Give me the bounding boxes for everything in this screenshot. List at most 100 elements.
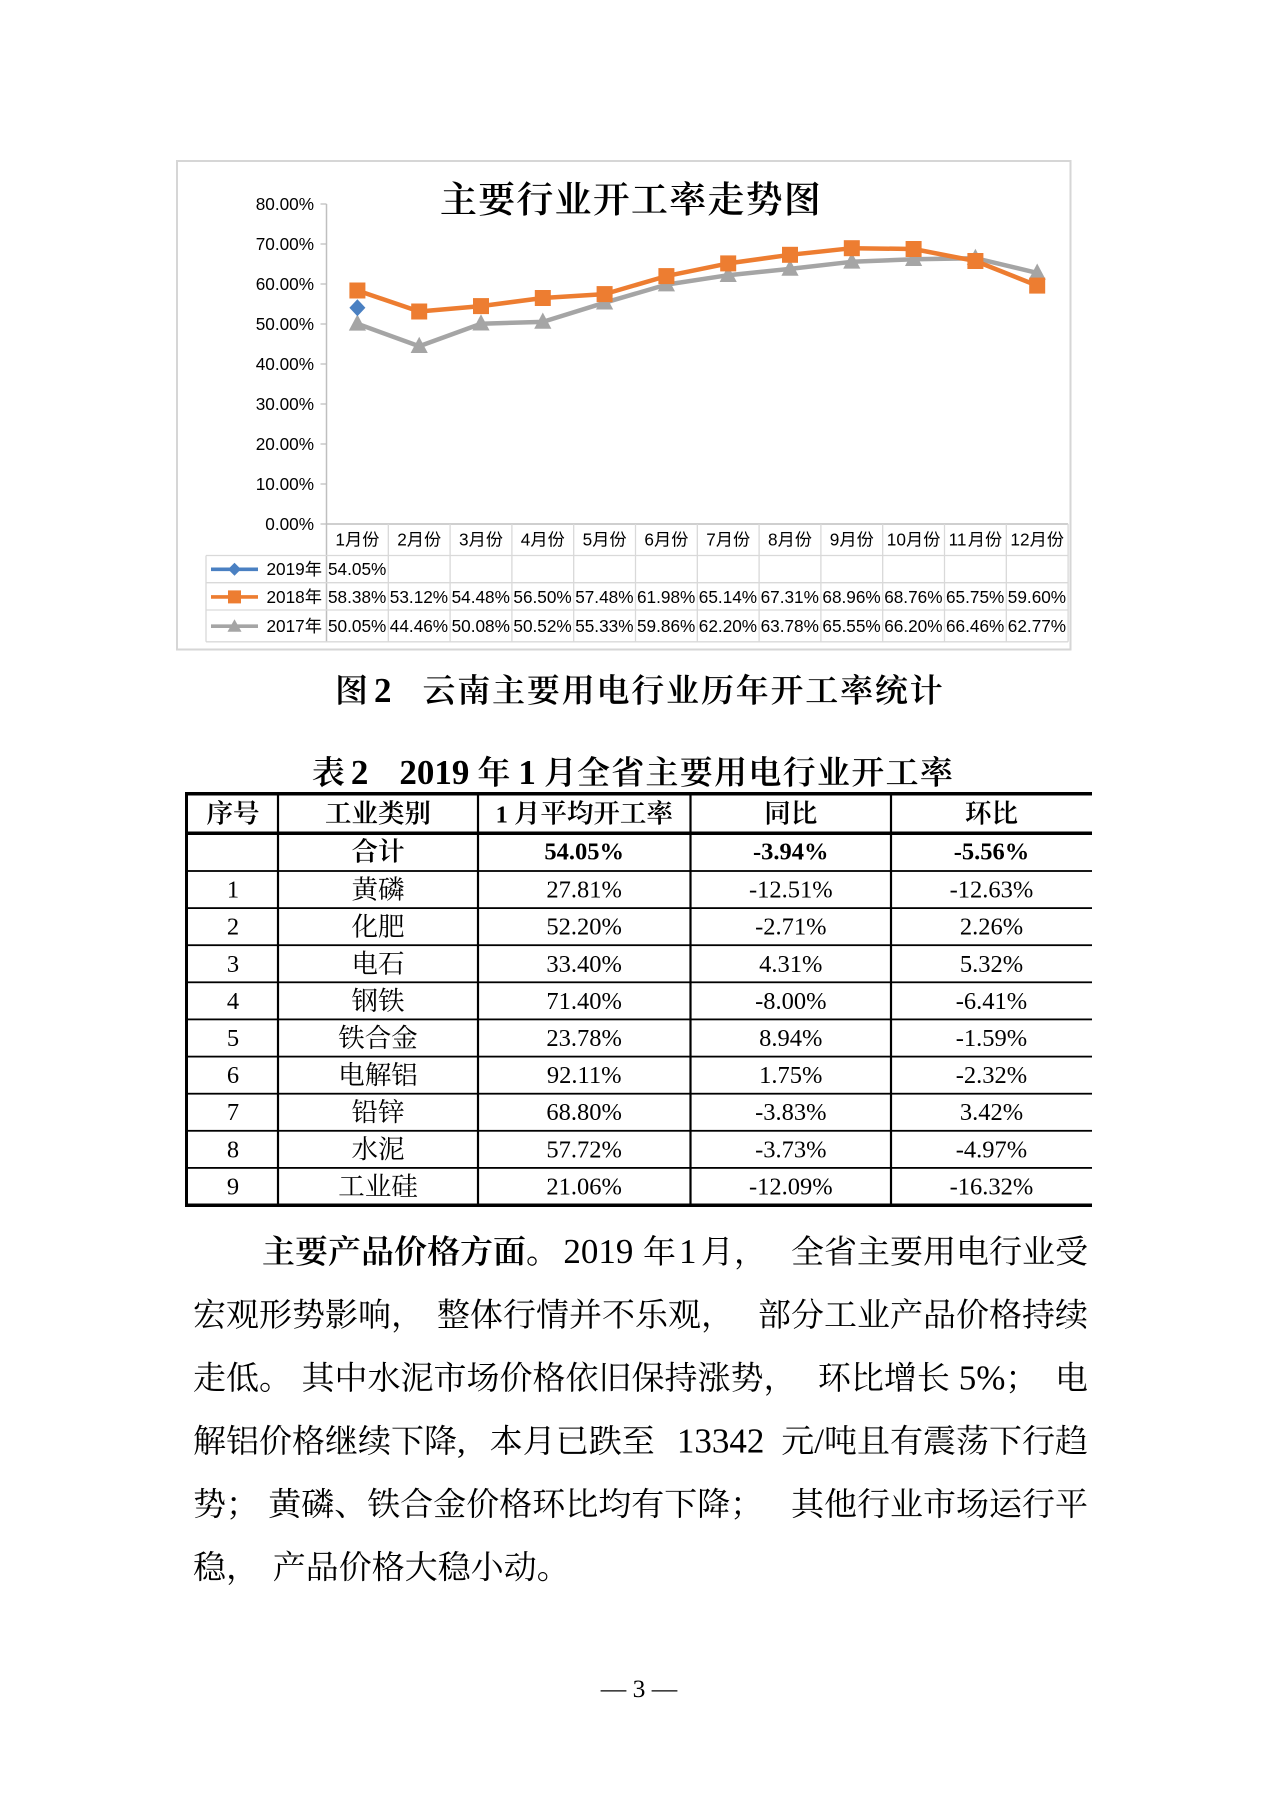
svg-text:3: 3 (459, 530, 469, 550)
svg-text:-12.09%: -12.09% (749, 1173, 833, 1200)
svg-text:50.08%: 50.08% (452, 616, 510, 636)
svg-text:60.00%: 60.00% (256, 274, 314, 294)
svg-text:5: 5 (583, 530, 593, 550)
svg-text:4.31%: 4.31% (759, 951, 822, 978)
svg-text:1: 1 (335, 530, 345, 550)
svg-text:2019: 2019 (267, 559, 305, 579)
svg-text:68.96%: 68.96% (822, 587, 880, 607)
svg-text:4: 4 (521, 530, 531, 550)
svg-text:2.26%: 2.26% (960, 914, 1023, 941)
svg-text:2: 2 (351, 753, 369, 792)
svg-text:58.38%: 58.38% (328, 587, 386, 607)
svg-text:-16.32%: -16.32% (950, 1173, 1034, 1200)
svg-text:6: 6 (644, 530, 654, 550)
svg-text:-2.32%: -2.32% (956, 1062, 1027, 1089)
svg-text:8: 8 (768, 530, 778, 550)
svg-text:2019: 2019 (563, 1232, 633, 1271)
svg-text:7: 7 (227, 1099, 239, 1126)
svg-text:10.00%: 10.00% (256, 474, 314, 494)
svg-text:61.98%: 61.98% (637, 587, 695, 607)
svg-text:70.00%: 70.00% (256, 234, 314, 254)
svg-text:5: 5 (227, 1025, 239, 1052)
svg-text:-2.71%: -2.71% (755, 914, 826, 941)
svg-text:-5.56%: -5.56% (954, 839, 1030, 866)
svg-text:92.11%: 92.11% (547, 1062, 622, 1089)
svg-text:-6.41%: -6.41% (956, 988, 1027, 1015)
svg-text:-1.59%: -1.59% (956, 1025, 1027, 1052)
svg-text:8: 8 (227, 1136, 239, 1163)
svg-text:1: 1 (679, 1232, 697, 1271)
svg-text:-12.63%: -12.63% (950, 877, 1034, 904)
svg-text:57.48%: 57.48% (575, 587, 633, 607)
svg-text:9: 9 (227, 1173, 239, 1200)
svg-text:62.77%: 62.77% (1008, 616, 1066, 636)
svg-text:2: 2 (397, 530, 407, 550)
svg-text:2017: 2017 (267, 616, 305, 636)
svg-text:55.33%: 55.33% (575, 616, 633, 636)
svg-text:68.76%: 68.76% (884, 587, 942, 607)
svg-text:27.81%: 27.81% (546, 877, 622, 904)
svg-text:52.20%: 52.20% (546, 914, 622, 941)
svg-text:8.94%: 8.94% (759, 1025, 822, 1052)
svg-text:57.72%: 57.72% (546, 1136, 622, 1163)
svg-text:71.40%: 71.40% (546, 988, 622, 1015)
svg-text:20.00%: 20.00% (256, 434, 314, 454)
svg-text:4: 4 (227, 988, 239, 1015)
svg-text:2: 2 (374, 671, 392, 710)
svg-text:3.42%: 3.42% (960, 1099, 1023, 1126)
svg-text:66.20%: 66.20% (884, 616, 942, 636)
svg-text:/: / (814, 1421, 824, 1460)
svg-text:1: 1 (496, 802, 508, 829)
svg-text:-12.51%: -12.51% (749, 877, 833, 904)
svg-text:40.00%: 40.00% (256, 354, 314, 374)
svg-text:10: 10 (887, 530, 906, 550)
svg-text:33.40%: 33.40% (546, 951, 622, 978)
svg-text:67.31%: 67.31% (761, 587, 819, 607)
svg-text:0.00%: 0.00% (265, 514, 314, 534)
svg-text:-4.97%: -4.97% (956, 1136, 1027, 1163)
svg-text:1: 1 (227, 877, 239, 904)
svg-text:1.75%: 1.75% (759, 1062, 822, 1089)
svg-text:59.86%: 59.86% (637, 616, 695, 636)
svg-text:-8.00%: -8.00% (755, 988, 826, 1015)
svg-text:80.00%: 80.00% (256, 194, 314, 214)
svg-text:11: 11 (949, 530, 967, 550)
svg-text:65.75%: 65.75% (946, 587, 1004, 607)
svg-text:68.80%: 68.80% (546, 1099, 622, 1126)
svg-text:1: 1 (518, 753, 536, 792)
svg-text:50.00%: 50.00% (256, 314, 314, 334)
svg-text:44.46%: 44.46% (390, 616, 448, 636)
svg-text:5.32%: 5.32% (960, 951, 1023, 978)
svg-text:62.20%: 62.20% (699, 616, 757, 636)
svg-text:5%: 5% (959, 1358, 1006, 1397)
svg-text:63.78%: 63.78% (761, 616, 819, 636)
svg-text:56.50%: 56.50% (513, 587, 571, 607)
svg-text:9: 9 (830, 530, 840, 550)
svg-text:54.05%: 54.05% (544, 839, 624, 866)
svg-text:54.05%: 54.05% (328, 559, 386, 579)
svg-text:30.00%: 30.00% (256, 394, 314, 414)
svg-text:21.06%: 21.06% (546, 1173, 622, 1200)
svg-text:54.48%: 54.48% (452, 587, 510, 607)
svg-text:3: 3 (227, 951, 239, 978)
svg-text:6: 6 (227, 1062, 239, 1089)
svg-text:66.46%: 66.46% (946, 616, 1004, 636)
svg-text:,: , (457, 1421, 466, 1460)
svg-text:59.60%: 59.60% (1008, 587, 1066, 607)
svg-text:— 3 —: — 3 — (600, 1674, 678, 1703)
svg-text:13342: 13342 (677, 1421, 765, 1460)
svg-text:23.78%: 23.78% (546, 1025, 622, 1052)
svg-text:2019: 2019 (399, 753, 469, 792)
svg-text:7: 7 (706, 530, 716, 550)
svg-text:65.55%: 65.55% (822, 616, 880, 636)
svg-text:12: 12 (1010, 530, 1029, 550)
svg-text:-3.73%: -3.73% (755, 1136, 826, 1163)
svg-text:2018: 2018 (267, 587, 305, 607)
svg-text:65.14%: 65.14% (699, 587, 757, 607)
svg-text:-3.83%: -3.83% (755, 1099, 826, 1126)
svg-text:50.52%: 50.52% (513, 616, 571, 636)
svg-text:50.05%: 50.05% (328, 616, 386, 636)
svg-text:-3.94%: -3.94% (753, 839, 829, 866)
svg-text:53.12%: 53.12% (390, 587, 448, 607)
svg-text:2: 2 (227, 914, 239, 941)
